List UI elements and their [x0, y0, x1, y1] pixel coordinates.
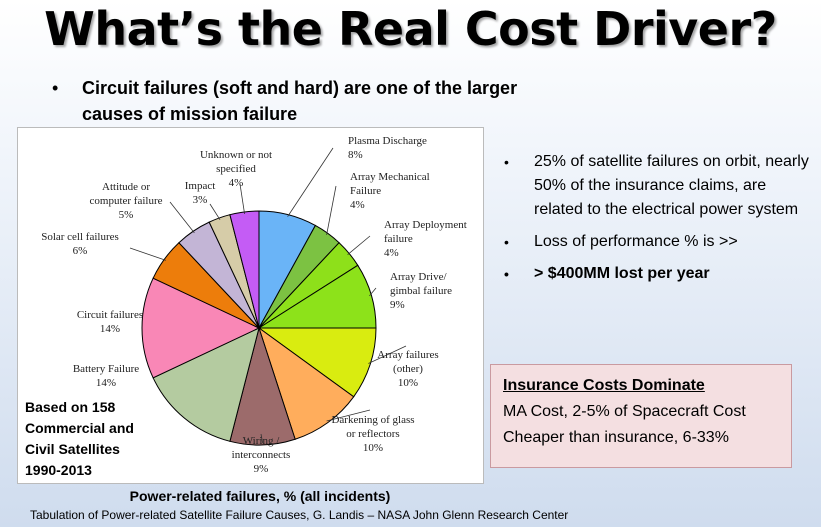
leader-line: [326, 185, 337, 236]
pie-slice: [258, 326, 355, 440]
right-bullet: • > $400MM lost per year: [504, 262, 814, 286]
slice-percent-label: 9%: [390, 299, 405, 311]
slice-name-label: Failure: [350, 185, 381, 197]
slice-percent-label: 9%: [254, 463, 269, 475]
right-bullet-text: 25% of satellite failures on orbit, near…: [534, 153, 809, 218]
slide-title: What’s the Real Cost Driver?: [44, 2, 777, 56]
leader-line: [129, 247, 167, 261]
top-bullet: • Circuit failures (soft and hard) are o…: [52, 75, 522, 127]
leader-line: [260, 433, 264, 444]
slice-name-label: Attitude or: [102, 181, 150, 193]
slice-name-label: (other): [393, 363, 423, 375]
bullet-dot: •: [504, 234, 509, 250]
slice-name-label: computer failure: [90, 195, 163, 207]
right-bullet: • Loss of performance % is >>: [504, 230, 814, 254]
leader-line: [169, 201, 195, 234]
basis-line: 1990-2013: [25, 462, 92, 478]
slice-name-label: Array failures: [377, 349, 438, 361]
right-bullet-text: Loss of performance % is >>: [534, 233, 738, 250]
basis-line: Commercial and: [25, 420, 134, 436]
insurance-line: MA Cost, 2-5% of Spacecraft Cost: [503, 403, 746, 420]
right-bullet-list: • 25% of satellite failures on orbit, ne…: [504, 150, 814, 294]
source-citation: Tabulation of Power-related Satellite Fa…: [30, 508, 569, 522]
slice-percent-label: 4%: [229, 177, 244, 189]
slice-name-label: Unknown or not: [200, 149, 272, 161]
basis-line: Civil Satellites: [25, 441, 120, 457]
pie-slice: [257, 327, 377, 398]
slice-percent-label: 10%: [363, 442, 383, 454]
slice-name-label: Wiring /: [243, 435, 280, 447]
slice-percent-label: 5%: [119, 209, 134, 221]
slice-name-label: Array Mechanical: [350, 171, 430, 183]
slice-percent-label: 10%: [398, 377, 418, 389]
slice-percent-label: 14%: [100, 323, 120, 335]
slice-name-label: Battery Failure: [73, 363, 139, 375]
insurance-box: Insurance Costs Dominate MA Cost, 2-5% o…: [490, 364, 792, 468]
dataset-basis: Based on 158 Commercial and Civil Satell…: [25, 397, 165, 481]
top-bullet-text: Circuit failures (soft and hard) are one…: [82, 78, 518, 124]
leader-line: [369, 287, 377, 297]
pie-chart: Plasma Discharge 8% Array Mechanical Failur…: [41, 135, 467, 475]
slice-percent-label: 6%: [73, 245, 88, 257]
bullet-dot: •: [504, 154, 509, 170]
slice-percent-label: 4%: [384, 247, 399, 259]
slice-name-label: specified: [216, 163, 256, 175]
right-bullet-text: > $400MM lost per year: [534, 265, 710, 282]
slice-name-label: failure: [384, 233, 413, 245]
bullet-dot: •: [52, 78, 59, 98]
slice-name-label: Array Deployment: [384, 219, 467, 231]
pie-slice: [152, 327, 260, 442]
bullet-dot: •: [504, 266, 509, 282]
slice-name-label: Circuit failures: [77, 309, 143, 321]
slice-name-label: gimbal failure: [390, 285, 452, 297]
insurance-line: Cheaper than insurance, 6-33%: [503, 429, 729, 446]
insurance-heading: Insurance Costs Dominate: [503, 377, 705, 394]
leader-line: [368, 345, 407, 364]
slice-name-label: Darkening of glass: [331, 414, 414, 426]
slice-percent-label: 8%: [348, 149, 363, 161]
right-bullet: • 25% of satellite failures on orbit, ne…: [504, 150, 814, 222]
slice-name-label: interconnects: [232, 449, 291, 461]
slice-percent-label: 14%: [96, 377, 116, 389]
leader-line: [287, 147, 334, 217]
slice-name-label: Impact: [185, 180, 216, 192]
slice-name-label: or reflectors: [346, 428, 399, 440]
leader-line: [209, 203, 221, 221]
slice-percent-label: 3%: [193, 194, 208, 206]
leader-line: [326, 409, 371, 422]
leader-line: [239, 183, 245, 214]
chart-caption: Power-related failures, % (all incidents…: [129, 488, 391, 504]
pie-slice: [141, 277, 261, 379]
pie-chart-frame: Plasma Discharge 8% Array Mechanical Failur…: [17, 127, 484, 484]
leader-line: [347, 235, 371, 256]
slice-percent-label: 4%: [350, 199, 365, 211]
slice-name-label: Array Drive/: [390, 271, 447, 283]
slice-name-label: Solar cell failures: [41, 231, 119, 243]
basis-line: Based on 158: [25, 399, 116, 415]
slice-name-label: Plasma Discharge: [348, 135, 427, 147]
